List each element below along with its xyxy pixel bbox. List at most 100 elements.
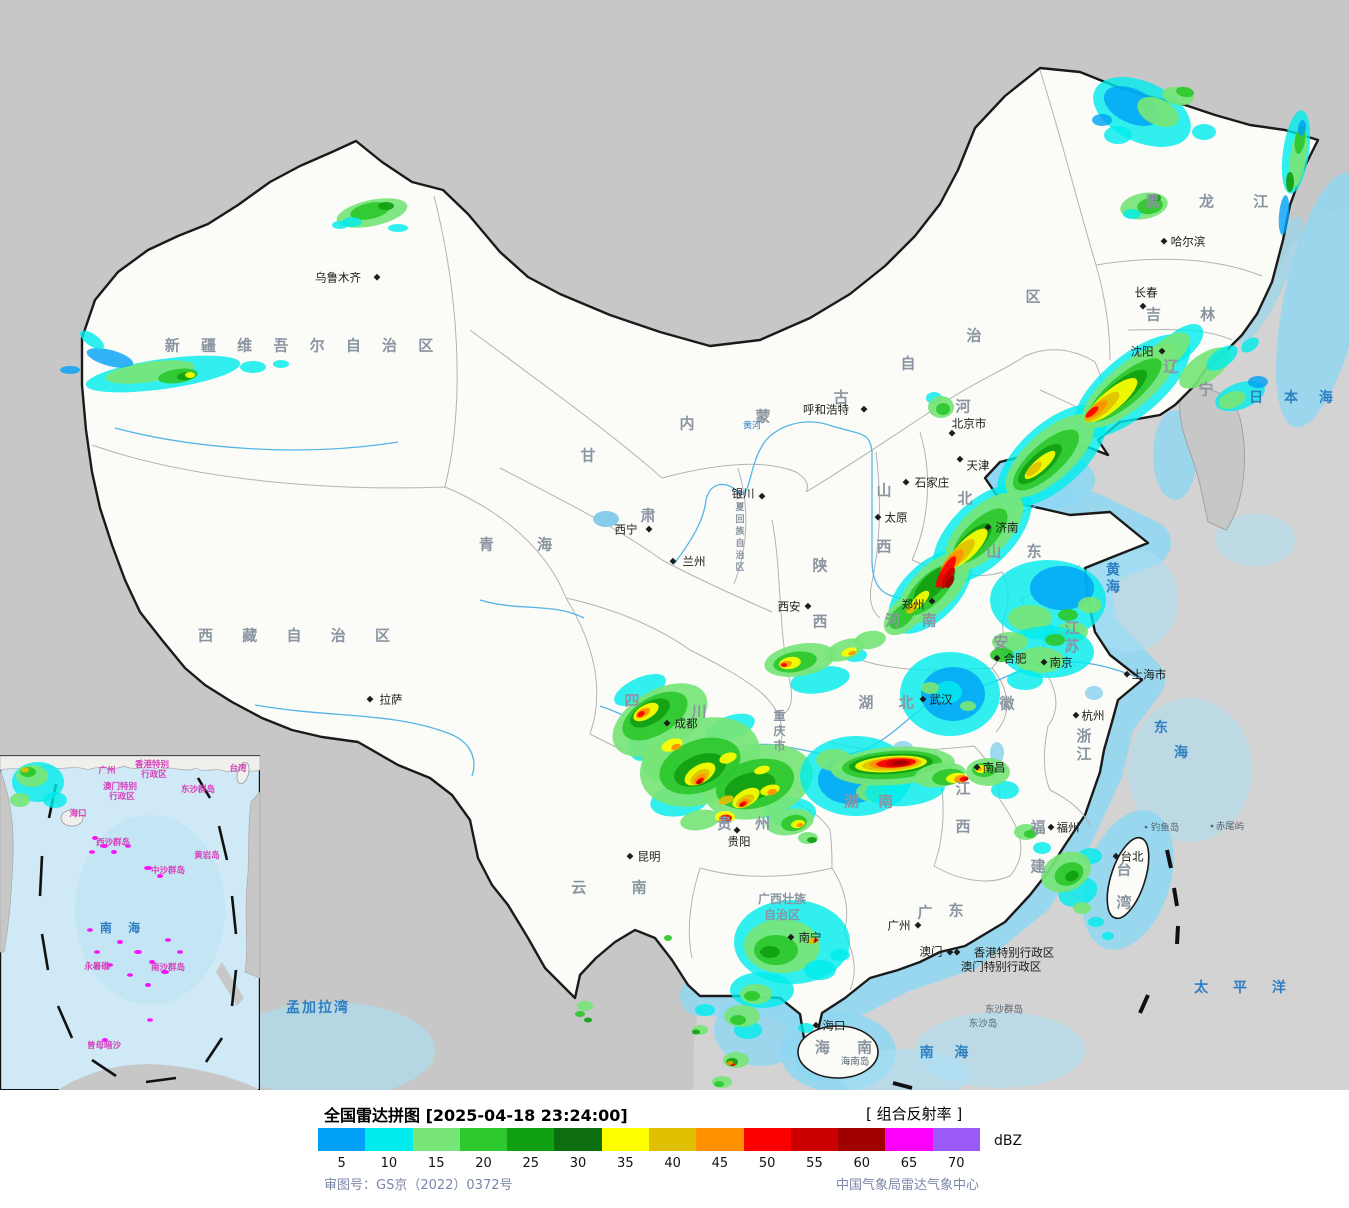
radar-echo [744,991,760,1001]
legend-value-15: 15 [427,1156,445,1171]
radar-echo [990,648,1014,662]
radar-echo [10,793,30,807]
radar-echo [102,1038,108,1042]
radar-echo [992,632,1028,652]
radar-echo [760,946,780,958]
legend-value-45: 45 [711,1156,729,1171]
radar-echo [1085,406,1099,418]
legend-color-5 [318,1128,366,1151]
radar-echo [960,701,976,711]
radar-echo [1007,670,1043,690]
radar-echo [664,935,672,941]
radar-echo [991,781,1019,799]
radar-echo [1123,209,1141,219]
legend-color-55 [790,1128,839,1151]
radar-echo [1045,634,1065,646]
radar-echo [976,767,982,771]
radar-echo [1297,120,1307,136]
legend-color-40 [648,1128,697,1151]
radar-echo [1016,647,1064,673]
radar-echo [1008,605,1052,631]
radar-echo [941,567,955,589]
legend-color-35 [601,1128,649,1151]
legend-value-30: 30 [569,1156,587,1171]
license-text: 审图号：GS京（2022）0372号 [324,1178,513,1193]
legend-value-25: 25 [522,1156,540,1171]
radar-echo [767,788,777,796]
product-label: [ 组合反射率 ] [866,1105,963,1123]
radar-echo [100,844,108,848]
boundary-dashes [892,849,1180,1090]
taiwan-island [1106,836,1150,920]
hainan-island [797,1025,879,1079]
radar-echo [1137,197,1163,215]
radar-echo [798,1023,814,1033]
radar-echo [906,602,918,614]
radar-echo [105,360,195,384]
legend-color-30 [554,1128,602,1151]
radar-echo [781,663,787,667]
radar-echo [80,330,104,350]
radar-echo [584,1017,592,1023]
legend-value-20: 20 [475,1156,492,1171]
radar-echo [726,1061,734,1065]
radar-echo [1073,902,1091,914]
radar-echo [730,1015,746,1025]
radar-echo [813,938,819,942]
radar-echo [945,575,955,589]
radar-echo [60,366,80,374]
radar-echo [1092,114,1112,126]
radar-echo [147,1018,153,1022]
radar-echo [1104,126,1132,144]
radar-echo [718,795,734,805]
radar-echo [1286,172,1294,192]
map-title: 全国雷达拼图 [2025-04-18 23:24:00] [324,1106,628,1125]
legend-color-60 [838,1128,886,1151]
china-map-svg [0,0,1349,1090]
legend-color-20 [459,1128,508,1151]
radar-echo [720,814,732,822]
radar-echo [577,1001,593,1011]
radar-echo [388,224,408,232]
radar-echo [332,221,348,229]
credit-text: 中国气象局雷达气象中心 [836,1178,980,1193]
legend-value-10: 10 [380,1156,398,1171]
radar-echo [89,850,95,854]
radar-echo-layer [10,77,1311,1088]
radar-echo [637,711,645,717]
radar-echo [934,681,962,703]
radar-echo [127,973,133,977]
radar-echo [87,928,93,932]
radar-echo [94,950,100,954]
radar-echo [936,556,956,588]
legend-value-70: 70 [948,1156,965,1171]
radar-echo [240,361,266,373]
radar-echo [21,767,29,773]
radar-echo [1030,566,1094,610]
radar-echo [185,372,195,378]
colorbar-values: 5 10 15 20 25 30 35 40 45 50 55 60 65 70 [318,1156,980,1171]
radar-echo [1065,870,1079,882]
radar-echo [273,360,289,368]
legend-value-55: 55 [806,1156,823,1171]
legend-color-70 [932,1128,980,1151]
radar-echo [1241,337,1259,353]
radar-echo [145,983,151,987]
radar-echo [111,850,117,854]
south-china-sea-inset [0,754,261,1090]
radar-echo [796,822,804,828]
radar-echo [714,1081,724,1087]
radar-echo [695,1004,715,1016]
radar-echo [86,348,134,368]
unit-label: dBZ [994,1133,1023,1149]
legend-color-45 [696,1128,744,1151]
radar-echo [165,938,171,942]
legend-color-50 [743,1128,791,1151]
radar-echo [963,777,969,781]
radar-echo [378,202,394,210]
radar-echo [893,760,907,766]
radar-echo [804,960,836,980]
radar-echo [1102,932,1114,940]
radar-echo [719,752,737,764]
